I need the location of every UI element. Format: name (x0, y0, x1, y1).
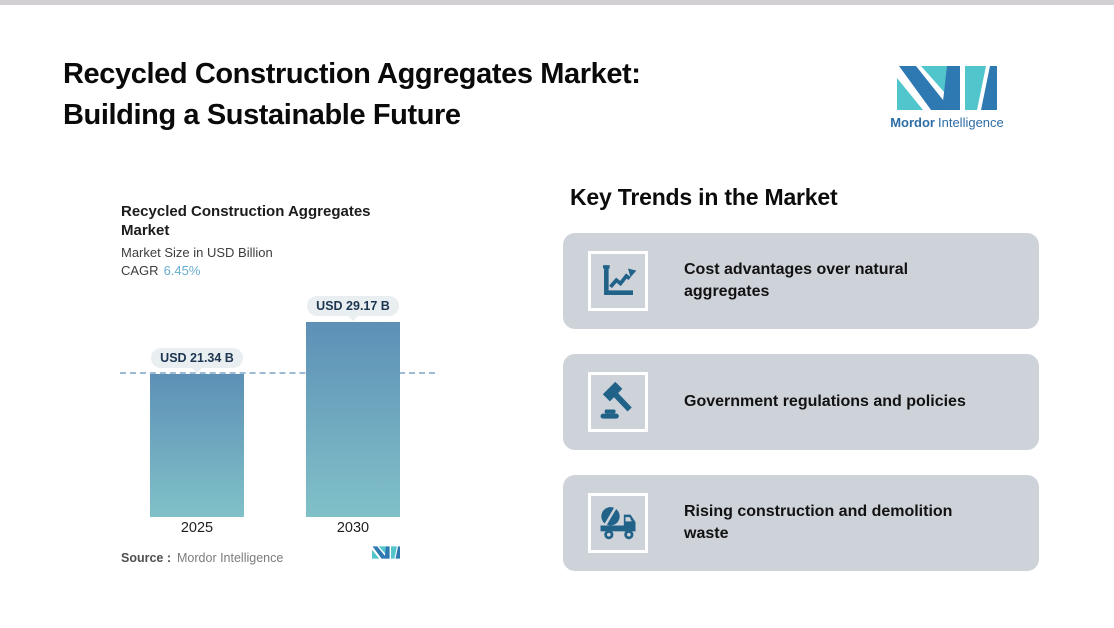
chart-cagr: CAGR 6.45% (121, 263, 200, 278)
brand-name-bold: Mordor (890, 115, 935, 130)
trend-icon-tile (588, 372, 648, 432)
reference-dashed-line (120, 372, 435, 374)
bar-2030 (306, 322, 400, 517)
source-value: Mordor Intelligence (177, 551, 284, 565)
chart-subtitle: Market Size in USD Billion (121, 245, 273, 260)
trend-card-government-regulations: Government regulations and policies (563, 354, 1039, 450)
gavel-icon (600, 382, 632, 419)
brand-logo: Mordor Intelligence (885, 66, 1009, 130)
mixer-truck-icon (600, 505, 636, 540)
mordor-intelligence-logo-icon (897, 66, 997, 110)
mi-logo-small-icon (372, 546, 400, 559)
trend-card-rising-waste: Rising construction and demolition waste (563, 475, 1039, 571)
x-axis-label-2030: 2030 (336, 520, 370, 536)
chart-source: Source : Mordor Intelligence (121, 551, 283, 565)
trend-label: Cost advantages over natural aggregates (684, 261, 909, 300)
page-title: Recycled Construction Aggregates Market:… (63, 54, 641, 136)
trend-icon-tile (588, 251, 648, 311)
bar-value-label-2030: USD 29.17 B (307, 296, 399, 316)
x-axis-label-2025: 2025 (180, 520, 214, 536)
line-chart-icon (603, 265, 637, 295)
top-divider-strip (0, 0, 1114, 5)
trends-heading: Key Trends in the Market (570, 184, 838, 210)
bar-value-label-2025: USD 21.34 B (151, 348, 243, 368)
brand-name-light: Intelligence (938, 115, 1004, 130)
page-title-line1: Recycled Construction Aggregates Market: (63, 58, 641, 90)
cagr-label: CAGR (121, 263, 159, 278)
trend-icon-tile (588, 493, 648, 553)
bar-2025 (150, 374, 244, 517)
page-title-line2: Building a Sustainable Future (63, 99, 461, 131)
trend-label: Government regulations and policies (684, 393, 966, 410)
chart-title: Recycled Construction Aggregates Market (121, 203, 371, 239)
trend-label: Rising construction and demolition waste (684, 503, 953, 542)
cagr-value: 6.45% (163, 263, 201, 278)
source-label: Source : (121, 551, 172, 565)
trend-card-cost-advantages: Cost advantages over natural aggregates (563, 233, 1039, 329)
brand-name: Mordor Intelligence (885, 115, 1009, 130)
